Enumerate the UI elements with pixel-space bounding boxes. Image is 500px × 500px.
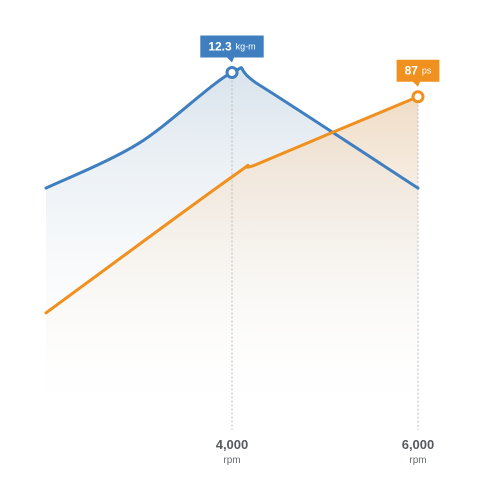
- peak-markers: [225, 66, 425, 104]
- x-tick-unit-4000: rpm: [223, 455, 240, 466]
- power-area: [46, 96, 418, 415]
- power-peak-marker: [411, 90, 425, 104]
- x-tick-unit-6000: rpm: [409, 455, 426, 466]
- torque-peak-value: 12.3: [208, 40, 232, 54]
- power-peak-unit: ps: [422, 66, 432, 76]
- torque-callout-flag: [200, 35, 264, 63]
- x-tick-label-4000: 4,000: [216, 437, 249, 452]
- power-line: [44, 95, 420, 315]
- x-axis-ticks: 4,000 rpm 6,000 rpm: [216, 437, 435, 466]
- svg-text:12.3kg-m: 12.3 kg-m: [208, 40, 255, 54]
- peak-callouts: 12.3 kg-m 87 ps: [200, 35, 440, 87]
- power-peak-value: 87: [405, 64, 419, 78]
- guide-lines: [231, 72, 419, 430]
- power-callout-flag: [396, 59, 440, 87]
- torque-peak-marker: [225, 66, 239, 80]
- power-peak-callout: 87 ps: [396, 59, 440, 87]
- x-tick-label-6000: 6,000: [402, 437, 435, 452]
- torque-peak-callout: 12.3 kg-m: [200, 35, 264, 63]
- torque-peak-unit: kg-m: [236, 42, 256, 52]
